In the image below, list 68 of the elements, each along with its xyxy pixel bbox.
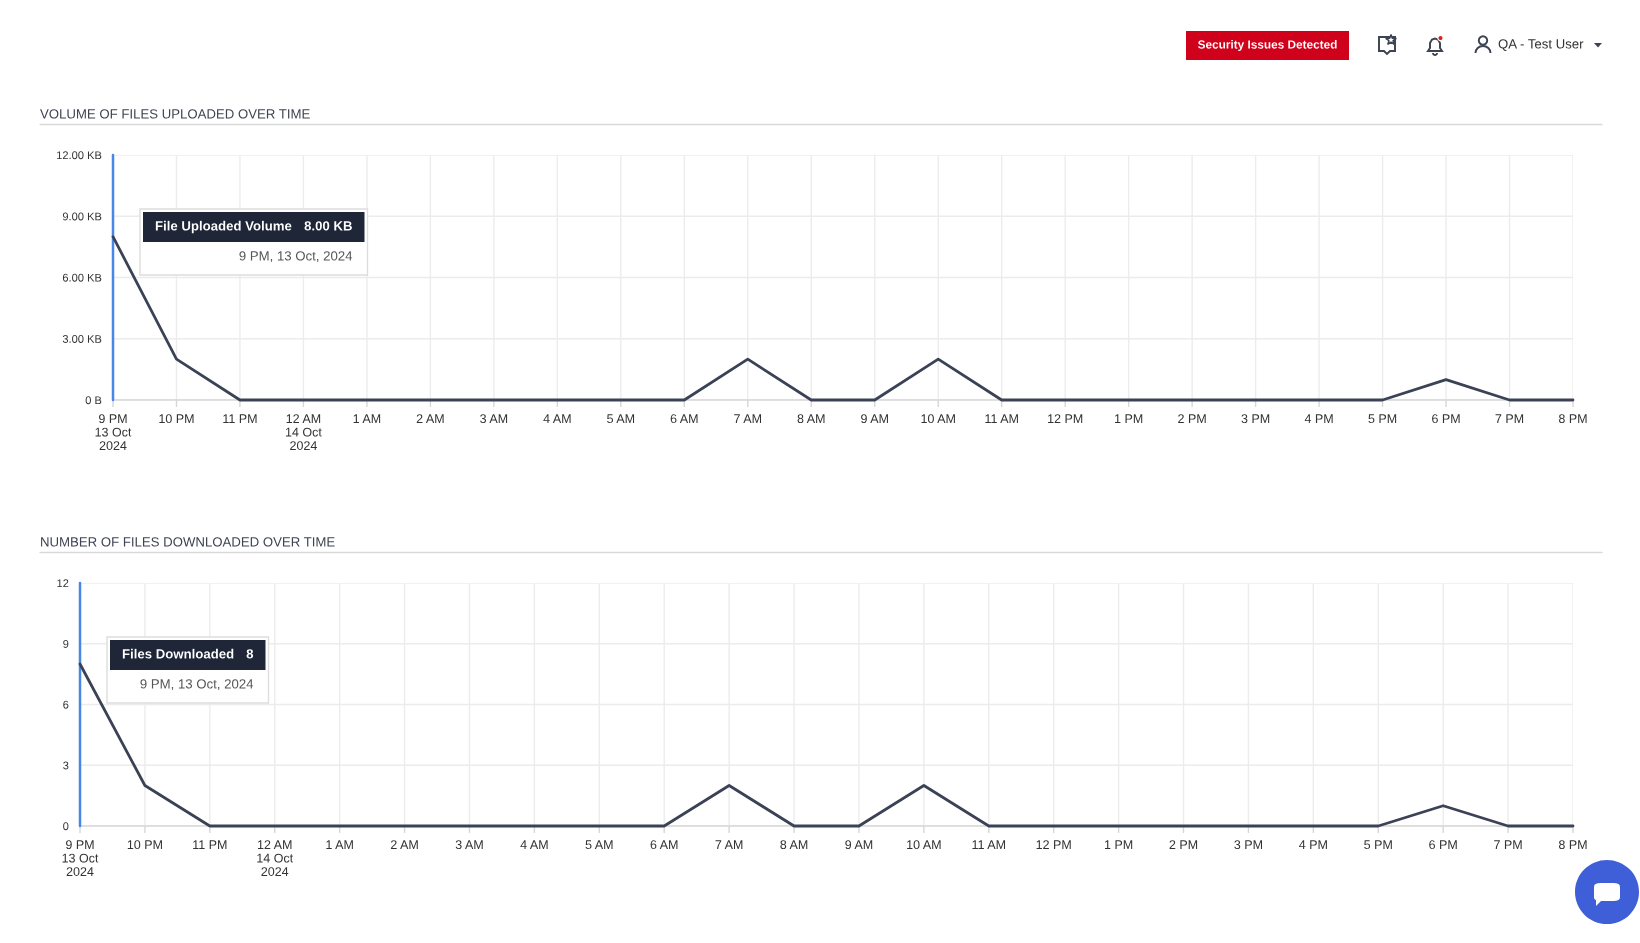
x-tick-label: 6 AM <box>650 840 678 850</box>
x-tick-label: 7 AM <box>715 840 743 849</box>
x-tick-label: 1 PM <box>1115 414 1143 423</box>
y-tick-label: 12 <box>57 579 69 588</box>
x-tick-label: 10 AM <box>907 840 941 850</box>
annotation: 8 <box>246 649 254 659</box>
x-tick-label: 7 PM <box>1495 414 1524 423</box>
annotation: 8.00 KB <box>304 221 352 231</box>
x-tick-label: 6 PM <box>1432 414 1460 424</box>
x-tick-label: 7 PM <box>1494 840 1522 849</box>
annotation: 9 PM, 13 Oct, 2024 <box>140 679 254 691</box>
x-tick-label: 3 AM <box>455 840 483 850</box>
y-tick-label: 12.00 KB <box>57 151 102 160</box>
x-tick-label: 3 AM <box>480 414 508 424</box>
chart-title: NUMBER OF FILES DOWNLOADED OVER TIME <box>41 537 335 547</box>
x-tick-label: 8 PM <box>1558 414 1587 424</box>
x-tick-label: 1 PM <box>1104 840 1133 849</box>
x-tick-label: 8 AM <box>780 840 808 850</box>
x-tick-label: 11 AM <box>972 840 1006 849</box>
x-tick-label: 2 PM <box>1178 414 1206 423</box>
x-tick-label: 4 PM <box>1299 840 1327 849</box>
x-tick-label: 4 PM <box>1304 414 1333 423</box>
x-tick-label: 2 PM <box>1169 840 1198 849</box>
y-tick-label: 3.00 KB <box>62 335 102 343</box>
x-tick-label: 9 AM <box>861 414 888 424</box>
x-tick-label: 3 PM <box>1234 840 1262 850</box>
x-tick-label: 12 AM 14 Oct 2024 <box>257 840 294 876</box>
x-tick-label: 12 PM <box>1036 840 1071 849</box>
y-tick-label: 9 <box>63 640 69 648</box>
x-tick-label: 8 PM <box>1558 840 1587 850</box>
x-tick-label: 5 AM <box>585 840 613 850</box>
x-tick-label: 4 AM <box>543 414 571 423</box>
y-tick-label: 0 <box>63 822 69 831</box>
annotation: File Uploaded Volume <box>155 220 292 234</box>
x-tick-label: 12 AM 14 Oct 2024 <box>285 414 322 450</box>
x-tick-label: 2 AM <box>416 414 444 423</box>
x-tick-label: 11 AM <box>985 414 1018 423</box>
x-tick-label: 9 AM <box>845 840 873 850</box>
text: QA - Test User <box>1498 39 1584 51</box>
x-tick-label: 5 AM <box>607 414 635 424</box>
x-tick-label: 3 PM <box>1241 414 1270 424</box>
y-tick-label: 0 B <box>85 396 102 405</box>
y-tick-label: 6.00 KB <box>62 273 102 282</box>
x-tick-label: 6 PM <box>1429 840 1457 850</box>
x-tick-label: 7 AM <box>734 414 761 423</box>
y-tick-label: 9.00 KB <box>62 212 102 221</box>
x-tick-label: 9 PM 13 Oct 2024 <box>62 840 99 876</box>
y-tick-label: 6 <box>63 700 69 709</box>
x-tick-label: 2 AM <box>390 840 418 849</box>
x-tick-label: 8 AM <box>797 414 825 424</box>
x-tick-label: 12 PM <box>1048 414 1083 423</box>
x-tick-label: 5 PM <box>1364 840 1392 850</box>
annotation: 9 PM, 13 Oct, 2024 <box>239 251 353 263</box>
x-tick-label: 5 PM <box>1368 414 1397 424</box>
x-tick-label: 9 PM 13 Oct 2024 <box>95 414 132 450</box>
x-tick-label: 11 PM <box>193 840 227 849</box>
x-tick-label: 11 PM <box>223 414 257 423</box>
annotation: Files Downloaded <box>122 648 234 659</box>
x-tick-label: 1 AM <box>353 414 381 423</box>
x-tick-label: 4 AM <box>520 840 548 849</box>
x-tick-label: 10 PM <box>159 414 194 424</box>
y-tick-label: 3 <box>63 761 69 770</box>
x-tick-label: 10 AM <box>921 414 955 424</box>
chart-title: VOLUME OF FILES UPLOADED OVER TIME <box>40 109 310 119</box>
x-tick-label: 6 AM <box>670 414 698 424</box>
x-tick-label: 10 PM <box>127 840 162 850</box>
x-tick-label: 1 AM <box>326 840 353 849</box>
text: Security Issues Detected <box>1197 40 1337 51</box>
